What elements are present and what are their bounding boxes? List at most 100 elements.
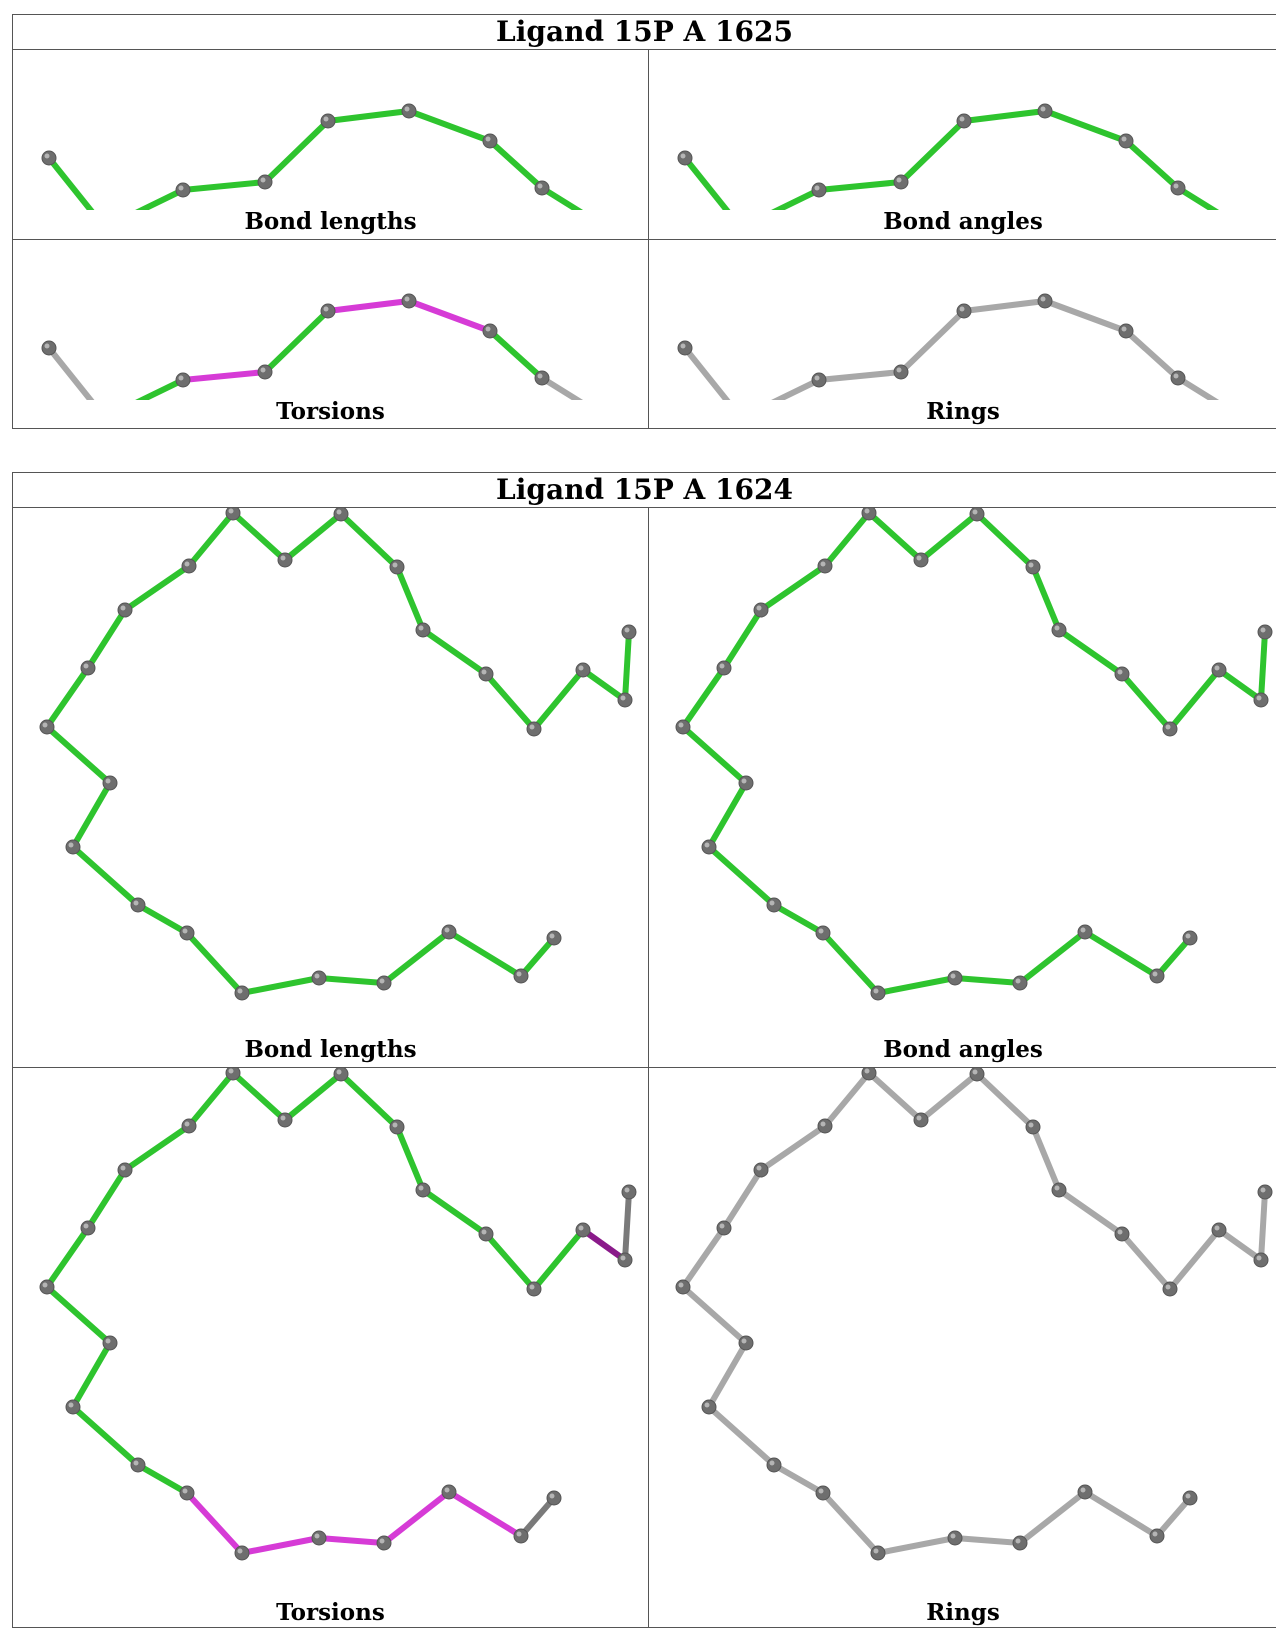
atom-highlight [818,1488,824,1494]
atom [257,364,273,380]
bond [680,1284,749,1346]
atom-highlight [444,927,450,933]
bond [483,671,537,732]
atom-highlight [1015,1538,1021,1544]
atom-highlight [769,1460,775,1466]
atom [234,1545,250,1561]
bond [325,108,412,124]
ligand-title: Ligand 15P A 1625 [13,15,1276,50]
atom [701,839,717,855]
atom [1051,1182,1067,1198]
bond [706,1404,777,1468]
atom-highlight [404,296,410,302]
atom-highlight [549,933,555,939]
atom-highlight [444,1487,450,1493]
atom-highlight [820,561,826,567]
bond [70,844,141,908]
atom-highlight [516,971,522,977]
bond [961,108,1048,124]
bond [518,1495,557,1539]
atom [1149,1528,1165,1544]
atom-highlight [741,778,747,784]
atom [80,660,96,676]
atom-highlight [916,1115,922,1121]
bond [682,155,731,210]
atom [913,552,929,568]
atom [1114,666,1130,682]
bond [446,929,524,979]
atom-highlight [1117,1229,1123,1235]
atom [1211,1222,1227,1238]
atom-highlight [228,1068,234,1074]
atom [1257,1184,1273,1200]
bond [70,780,113,850]
atom [969,508,985,522]
bond [1119,671,1173,732]
atom-highlight [404,106,410,112]
atom-highlight [105,1338,111,1344]
atom [376,975,392,991]
bond [282,511,344,563]
bond [820,930,881,996]
atom-highlight [818,928,824,934]
atom-highlight [392,562,398,568]
atom [1012,975,1028,991]
atom [478,666,494,682]
atom-highlight [68,1402,74,1408]
atom-highlight [959,116,965,122]
bond [122,563,192,613]
atom [738,1335,754,1351]
bond [918,511,980,563]
atom [815,925,831,941]
atom-highlight [392,1122,398,1128]
atom [234,985,250,1001]
atom [478,1226,494,1242]
bond [44,1284,113,1346]
bond [706,844,777,908]
atom-highlight [516,1531,522,1537]
bond [446,1489,524,1539]
panel-label: Bond lengths [244,1036,417,1063]
atom-highlight [260,177,266,183]
bond [898,118,967,185]
atom-highlight [418,625,424,631]
atom-highlight [68,842,74,848]
bond [239,1535,322,1556]
atom [766,1457,782,1473]
bond [682,345,731,400]
atom-highlight [1260,1187,1266,1193]
bond [70,1404,141,1468]
bond [44,1225,91,1290]
atom [546,930,562,946]
cell-bond-angles: Bond angles [649,508,1276,1068]
atom [617,1252,633,1268]
atom-highlight [133,900,139,906]
bond [1154,1495,1193,1539]
bond [1123,328,1181,381]
atom [39,1279,55,1295]
bond [680,724,749,786]
bond [316,1535,387,1546]
bond [186,1070,236,1129]
bond [1056,627,1125,677]
molecule-bond-angles [677,103,1220,210]
atom-highlight [620,695,626,701]
bond [1167,667,1222,732]
atom-highlight [228,508,234,514]
atom [701,1399,717,1415]
atom [1170,370,1186,386]
atom-highlight [237,988,243,994]
panel-label: Rings [926,398,1000,425]
bond [394,1124,426,1193]
atom-highlight [578,665,584,671]
bond [184,930,245,996]
bond [420,627,489,677]
bond [44,665,91,730]
atom-highlight [959,306,965,312]
atom-highlight [896,367,902,373]
bond [822,510,872,569]
atom-highlight [1260,627,1266,633]
atom-highlight [1173,373,1179,379]
atom [526,1281,542,1297]
cell-torsions: Torsions [13,1068,649,1628]
